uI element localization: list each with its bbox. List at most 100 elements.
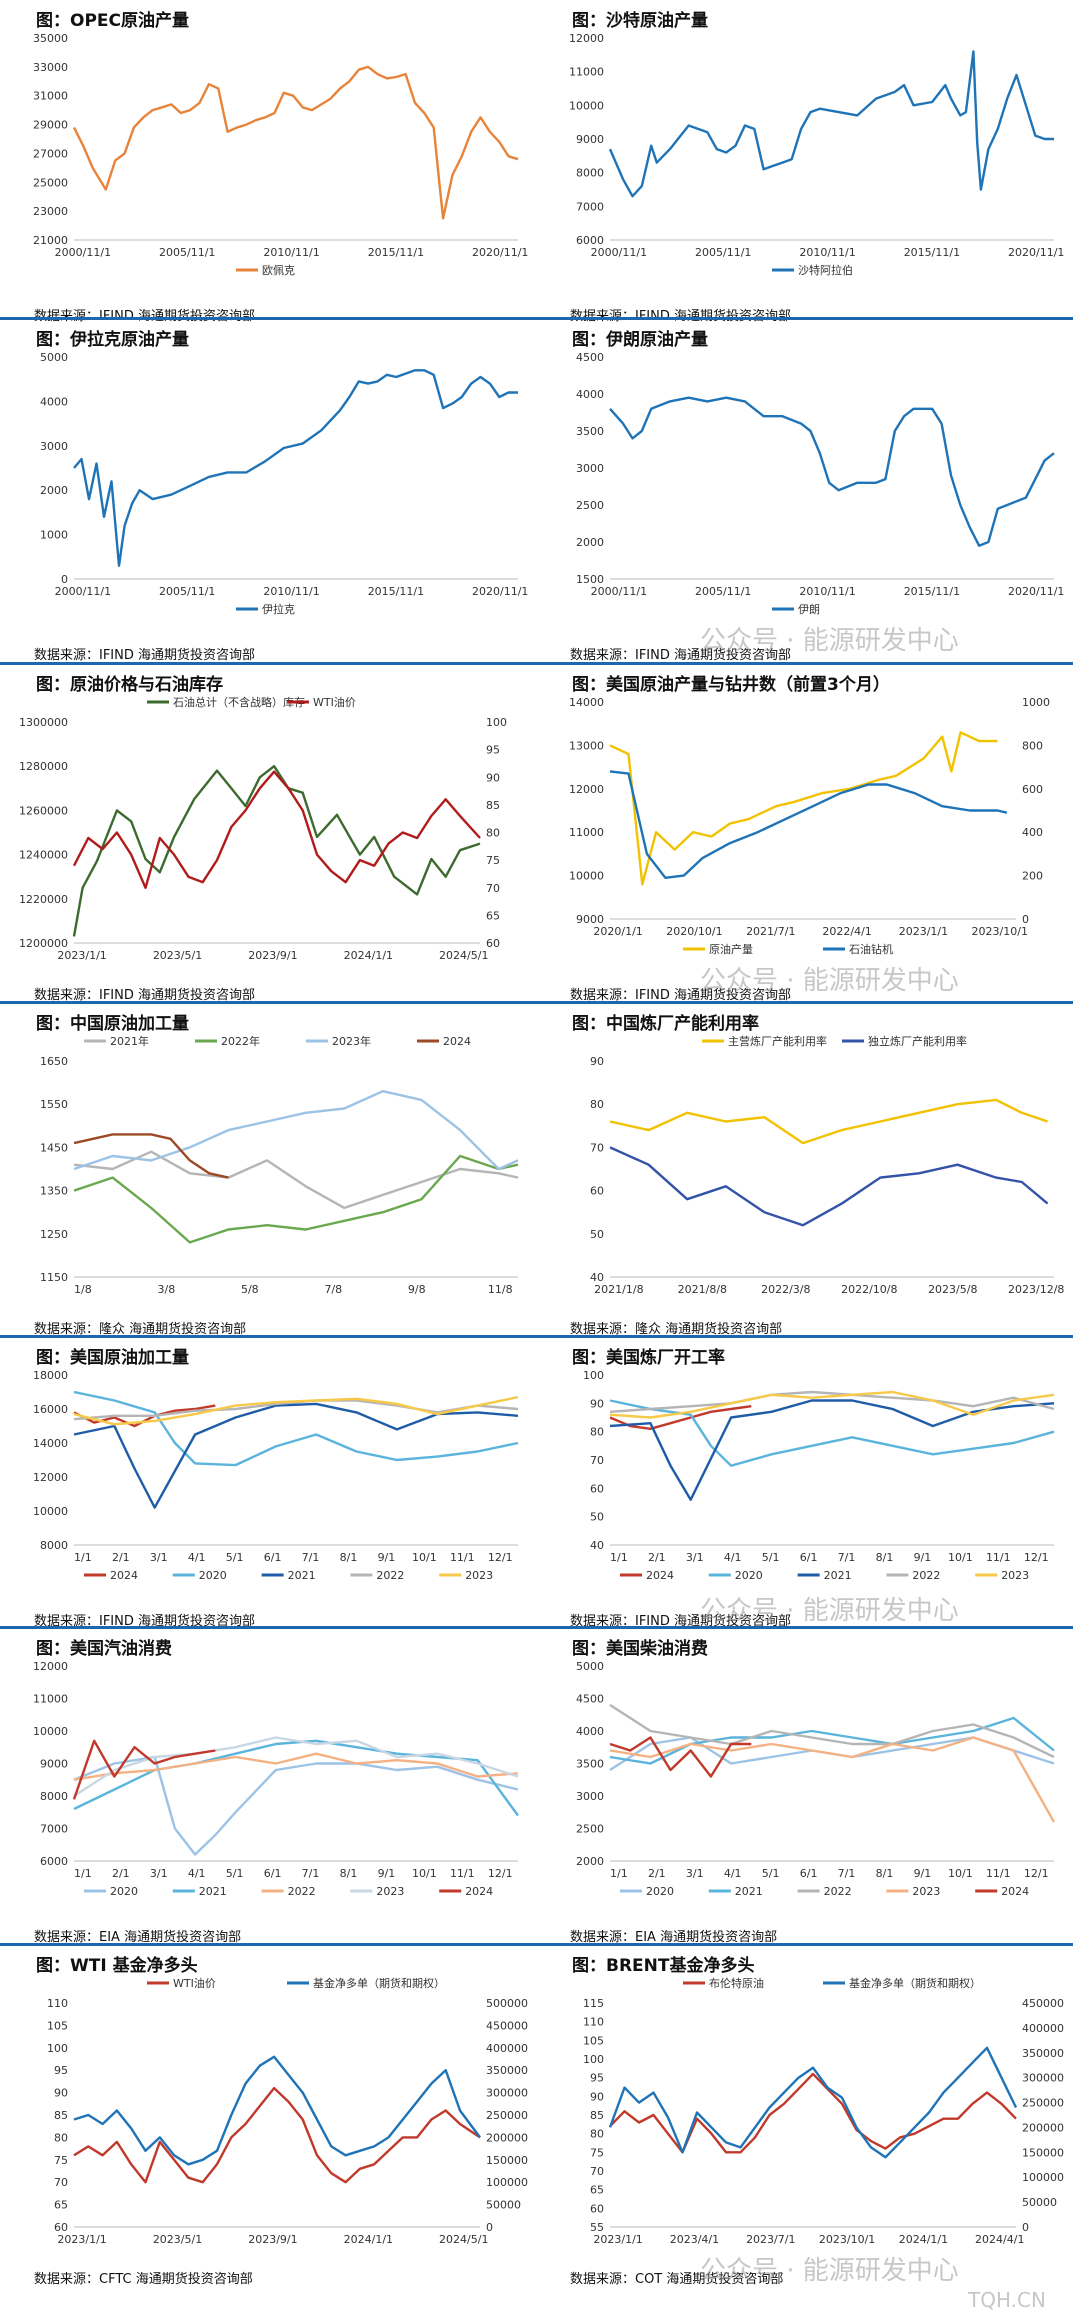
series-line (72, 1739, 216, 1800)
legend-label: 2023年 (332, 1034, 371, 1048)
x-tick-label: 2023/7/1 (746, 2233, 795, 2246)
x-tick-label: 9/1 (914, 1867, 932, 1880)
series-line (73, 1390, 519, 1467)
y-tick-label: 29000 (33, 119, 68, 132)
x-tick-label: 8/1 (876, 1551, 894, 1564)
series-line (72, 764, 481, 937)
y2-tick-label: 250000 (1022, 2097, 1064, 2110)
x-tick-label: 2023/1/1 (57, 2233, 106, 2246)
section-divider (0, 1335, 1073, 1338)
series-line (73, 1395, 519, 1426)
y-tick-label: 40 (590, 1271, 604, 1284)
y-tick-label: 2000 (576, 1855, 604, 1868)
legend-label: 2021年 (110, 1034, 149, 1048)
y2-tick-label: 1000 (1022, 696, 1050, 709)
y2-tick-label: 0 (486, 2221, 493, 2234)
source-note: 数据来源：IFIND 海通期货投资咨询部 (34, 648, 256, 663)
y-tick-label: 60 (590, 1482, 604, 1495)
y-tick-label: 4500 (576, 351, 604, 364)
x-tick-label: 2010/11/1 (263, 246, 319, 259)
y-tick-label: 70 (590, 1454, 604, 1467)
x-tick-label: 2022/4/1 (822, 925, 871, 938)
x-tick-label: 2024/5/1 (439, 949, 488, 962)
legend-label: 沙特阿拉伯 (798, 263, 853, 277)
y-tick-label: 4000 (576, 1725, 604, 1738)
y-tick-label: 5000 (576, 1660, 604, 1673)
y-tick-label: 0 (61, 573, 68, 586)
y2-tick-label: 85 (486, 799, 500, 812)
y-tick-label: 14000 (33, 1437, 68, 1450)
y-tick-label: 16000 (33, 1403, 68, 1416)
x-tick-label: 6/1 (264, 1551, 282, 1564)
y-tick-label: 12000 (569, 783, 604, 796)
y-tick-label: 10000 (569, 99, 604, 112)
y2-tick-label: 50000 (1022, 2196, 1057, 2209)
y-tick-label: 1550 (40, 1098, 68, 1111)
x-tick-label: 2023/9/1 (248, 949, 297, 962)
y2-tick-label: 200000 (486, 2131, 528, 2144)
y-tick-label: 110 (583, 2016, 604, 2029)
x-tick-label: 2015/11/1 (368, 246, 424, 259)
chart-panel: 图：美国原油加工量 18000 16000 14000 12000 10000 8000 1/… (20, 1341, 530, 1599)
y2-tick-label: 300000 (1022, 2072, 1064, 2085)
x-tick-label: 5/1 (762, 1867, 780, 1880)
x-tick-label: 2015/11/1 (368, 585, 424, 598)
x-tick-label: 4/1 (188, 1551, 206, 1564)
x-tick-label: 2005/11/1 (695, 246, 751, 259)
series-line (73, 2086, 481, 2184)
x-tick-label: 2023/1/1 (57, 949, 106, 962)
x-tick-label: 2023/1/1 (593, 2233, 642, 2246)
legend-label: 伊拉克 (262, 602, 295, 616)
y-tick-label: 1280000 (20, 760, 68, 773)
legend-label: 2023 (912, 1885, 940, 1898)
x-tick-label: 3/1 (686, 1867, 704, 1880)
y2-tick-label: 75 (486, 854, 500, 867)
y-tick-label: 110 (47, 1997, 68, 2010)
y-tick-label: 13000 (569, 739, 604, 752)
legend-label: 基金净多单（期货和期权） (313, 1976, 445, 1990)
y2-tick-label: 400 (1022, 826, 1043, 839)
legend-label: 原油产量 (709, 942, 753, 956)
y-tick-label: 100 (47, 2042, 68, 2055)
section-divider (0, 1943, 1073, 1946)
x-tick-label: 2000/11/1 (591, 246, 647, 259)
x-tick-label: 2024/1/1 (344, 2233, 393, 2246)
legend-label: 石油钻机 (849, 942, 893, 956)
legend-label: 2024 (1001, 1885, 1029, 1898)
chart-svg: 5000 4500 4000 3500 3000 2500 2000 1/1 2/1 3/1 4/1… (576, 1660, 1056, 1898)
chart-title: 图：原油价格与石油库存 (36, 675, 223, 695)
series-line (608, 2046, 1018, 2159)
y-tick-label: 31000 (33, 90, 68, 103)
x-tick-label: 2020/1/1 (593, 925, 642, 938)
x-tick-label: 2023/10/1 (972, 925, 1028, 938)
y-tick-label: 2500 (576, 499, 604, 512)
y2-tick-label: 90 (486, 771, 500, 784)
y2-tick-label: 450000 (486, 2019, 528, 2032)
source-note: 数据来源：COT 海通期货投资咨询部 (570, 2272, 784, 2287)
y2-tick-label: 200000 (1022, 2121, 1064, 2134)
legend-label: 欧佩克 (262, 263, 295, 277)
x-tick-label: 1/1 (74, 1867, 92, 1880)
x-tick-label: 4/1 (724, 1551, 742, 1564)
y-tick-label: 5000 (40, 351, 68, 364)
x-tick-label: 5/1 (226, 1551, 244, 1564)
series-line (73, 1739, 519, 1817)
x-tick-label: 11/1 (986, 1551, 1011, 1564)
x-tick-label: 2022/10/8 (841, 1283, 897, 1296)
y-tick-label: 9000 (40, 1758, 68, 1771)
y2-tick-label: 300000 (486, 2087, 528, 2100)
legend-label: 布伦特原油 (709, 1976, 764, 1990)
series-line (73, 1090, 519, 1171)
x-tick-label: 2023/4/1 (670, 2233, 719, 2246)
y-tick-label: 11000 (569, 826, 604, 839)
y2-tick-label: 150000 (1022, 2146, 1064, 2159)
y-tick-label: 9000 (576, 913, 604, 926)
y-tick-label: 7000 (40, 1823, 68, 1836)
y-tick-label: 80 (54, 2131, 68, 2144)
y-tick-label: 90 (54, 2087, 68, 2100)
series-line (609, 1399, 1055, 1501)
chart-title: 图：OPEC原油产量 (36, 11, 189, 31)
x-tick-label: 5/1 (762, 1551, 780, 1564)
